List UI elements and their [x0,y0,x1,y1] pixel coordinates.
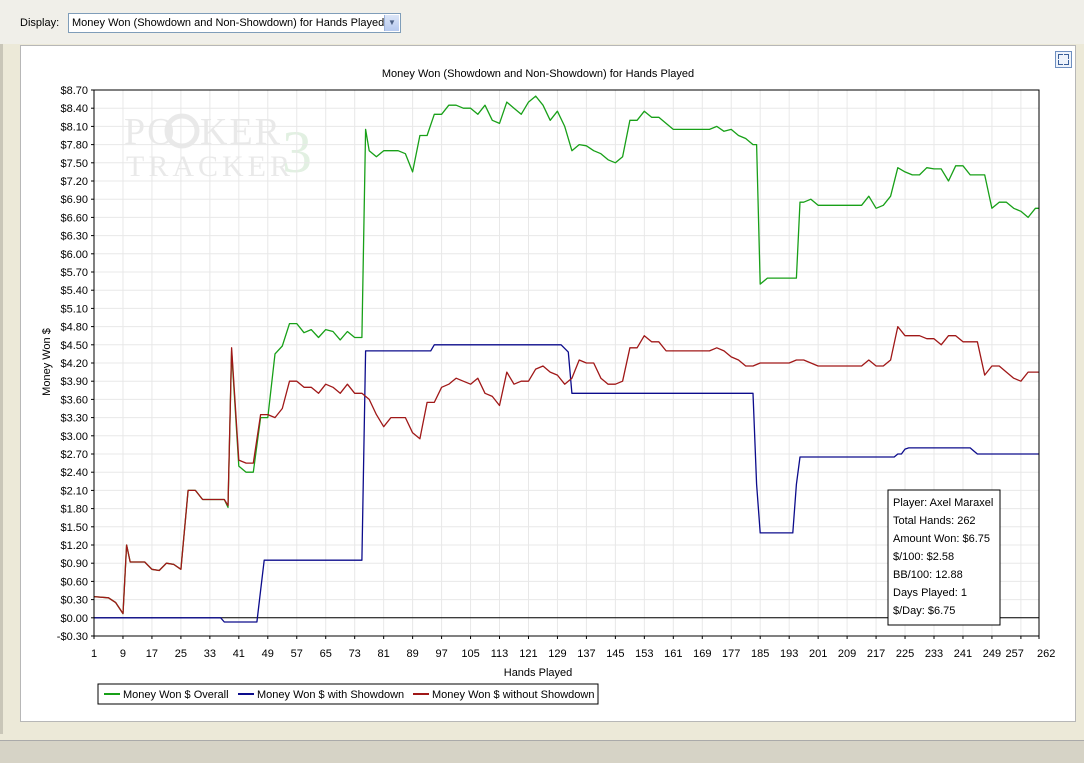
info-amount-won: Amount Won: $6.75 [893,533,990,545]
svg-text:PO: PO [124,111,177,153]
x-tick-label: 217 [867,648,885,660]
chart-title: Money Won (Showdown and Non-Showdown) fo… [382,68,694,80]
y-tick-label: $7.50 [60,158,88,170]
info-player: Player: Axel Maraxel [893,497,993,509]
y-tick-label: $5.70 [60,267,88,279]
x-tick-label: 17 [146,648,158,660]
legend-label-showdown: Money Won $ with Showdown [257,689,404,701]
y-tick-label: $8.70 [60,85,88,97]
y-tick-label: $5.40 [60,285,88,297]
left-edge [0,44,3,734]
x-tick-label: 225 [896,648,914,660]
x-axis-ticks: 1 9 17 25 33 41 49 57 65 73 81 89 97 105 113 121 129 137 1… [91,636,1055,660]
y-tick-label: $7.80 [60,140,88,152]
x-tick-label: 9 [120,648,126,660]
y-tick-label: $1.50 [60,522,88,534]
x-tick-label: 1 [91,648,97,660]
y-axis-ticks: -$0.30 $0.00 $0.30 $0.60 $0.90 $1.20 $1.50 $1.8… [57,85,94,643]
x-tick-label: 241 [954,648,972,660]
y-tick-label: $4.20 [60,358,88,370]
y-axis-label: Money Won $ [41,328,53,396]
y-tick-label: $2.70 [60,449,88,461]
info-total-hands: Total Hands: 262 [893,515,976,527]
y-tick-label: $6.00 [60,249,88,261]
x-tick-label: 177 [722,648,740,660]
y-tick-label: $3.60 [60,394,88,406]
x-tick-label: 33 [204,648,216,660]
legend: Money Won $ Overall Money Won $ with Sho… [97,683,599,705]
x-tick-label: 89 [406,648,418,660]
x-tick-label: 201 [809,648,827,660]
series-line-showdown [94,344,1039,623]
player-stats-box: Player: Axel Maraxel Total Hands: 262 Am… [887,489,1001,626]
y-tick-label: $1.80 [60,504,88,516]
legend-label-non-showdown: Money Won $ without Showdown [432,689,594,701]
x-tick-label: 81 [378,648,390,660]
x-tick-label: 121 [519,648,537,660]
y-tick-label: $6.60 [60,212,88,224]
info-per-day: $/Day: $6.75 [893,605,955,617]
status-bar [0,740,1084,763]
x-tick-label: 209 [838,648,856,660]
x-tick-label: 262 [1037,648,1055,660]
x-tick-label: 105 [461,648,479,660]
x-tick-label: 73 [349,648,361,660]
y-tick-label: -$0.30 [57,631,88,643]
x-axis-label: Hands Played [504,667,573,679]
y-tick-label: $2.40 [60,467,88,479]
x-tick-label: 145 [606,648,624,660]
x-tick-label: 49 [262,648,274,660]
x-tick-label: 41 [233,648,245,660]
x-tick-label: 57 [291,648,303,660]
y-tick-label: $3.30 [60,413,88,425]
x-tick-label: 233 [925,648,943,660]
series-line-overall [93,95,1039,615]
x-tick-label: 169 [693,648,711,660]
x-tick-label: 161 [664,648,682,660]
x-tick-label: 185 [751,648,769,660]
series-line-non-showdown [93,325,1039,615]
y-tick-label: $0.60 [60,576,88,588]
y-tick-label: $8.40 [60,103,88,115]
y-tick-label: $4.80 [60,322,88,334]
y-tick-label: $4.50 [60,340,88,352]
svg-text:TRACKER: TRACKER [126,150,294,183]
toolbar: Display: Money Won (Showdown and Non-Sho… [0,0,1084,44]
y-tick-label: $2.10 [60,485,88,497]
x-tick-label: 193 [780,648,798,660]
y-tick-label: $6.90 [60,194,88,206]
y-tick-label: $7.20 [60,176,88,188]
display-select[interactable]: Money Won (Showdown and Non-Showdown) fo… [68,13,401,33]
grid [93,89,1040,637]
y-tick-label: $3.90 [60,376,88,388]
x-tick-label: 65 [320,648,332,660]
x-tick-label: 129 [548,648,566,660]
y-tick-label: $3.00 [60,431,88,443]
display-select-value: Money Won (Showdown and Non-Showdown) fo… [72,17,385,29]
x-tick-label: 97 [435,648,447,660]
y-tick-label: $1.20 [60,540,88,552]
y-tick-label: $6.30 [60,231,88,243]
x-tick-label: 257 [1006,648,1024,660]
info-days-played: Days Played: 1 [893,587,967,599]
x-tick-label: 137 [577,648,595,660]
x-tick-label: 113 [491,648,509,660]
legend-label-overall: Money Won $ Overall [123,689,229,701]
info-per-100: $/100: $2.58 [893,551,954,563]
x-tick-label: 153 [635,648,653,660]
chevron-down-icon[interactable]: ▼ [384,15,399,31]
info-bb-per-100: BB/100: 12.88 [893,569,963,581]
y-tick-label: $0.00 [60,613,88,625]
y-tick-label: $5.10 [60,303,88,315]
y-tick-label: $0.30 [60,595,88,607]
expand-icon[interactable] [1055,51,1072,68]
y-tick-label: $8.10 [60,121,88,133]
x-tick-label: 249 [983,648,1001,660]
svg-text:KER: KER [200,111,282,153]
display-label: Display: [20,17,60,29]
series [93,95,1039,623]
x-tick-label: 25 [175,648,187,660]
y-tick-label: $0.90 [60,558,88,570]
